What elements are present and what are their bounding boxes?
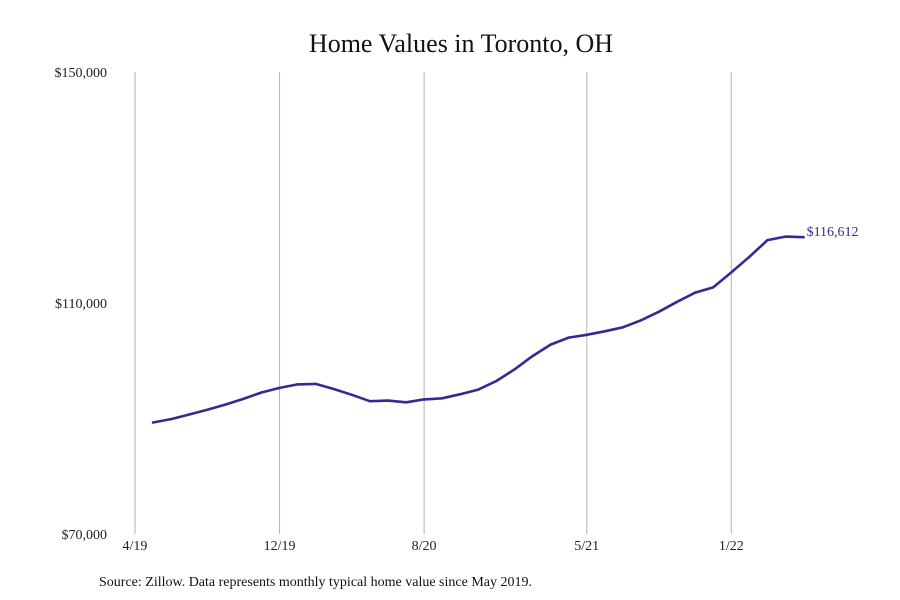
data-point	[639, 319, 643, 322]
x-tick-label: 4/19	[123, 539, 148, 554]
data-point	[621, 326, 625, 329]
data-point	[495, 379, 498, 383]
data-point	[748, 255, 751, 258]
data-point	[188, 413, 191, 416]
x-tick-label: 5/21	[574, 539, 599, 554]
data-point	[603, 330, 606, 333]
data-point	[422, 398, 426, 401]
y-axis-tick-labels: $150,000 $110,000 $70,000	[55, 66, 108, 543]
data-point	[332, 387, 335, 391]
data-point	[802, 236, 805, 239]
series-layer: $116,612	[151, 225, 859, 424]
data-point	[531, 354, 534, 358]
series-line-0	[151, 235, 805, 424]
data-point	[386, 399, 390, 402]
data-point	[784, 235, 787, 238]
data-point	[730, 271, 733, 274]
data-point	[657, 310, 661, 313]
data-point	[224, 403, 227, 406]
x-tick-label: 12/19	[264, 539, 296, 554]
data-point	[675, 300, 679, 303]
data-point	[459, 393, 462, 396]
data-point	[278, 386, 281, 390]
data-point	[151, 421, 155, 424]
chart-title: Home Values in Toronto, OH	[309, 29, 613, 58]
data-point	[712, 286, 715, 289]
vertical-grid-lines	[134, 72, 732, 534]
data-point	[567, 336, 570, 339]
x-tick-label: 1/22	[719, 539, 744, 554]
data-point	[404, 401, 408, 404]
x-tick-label: 8/20	[412, 539, 437, 554]
data-point	[477, 388, 480, 391]
end-value-label: $116,612	[807, 225, 859, 240]
data-point	[169, 417, 173, 421]
data-point	[441, 397, 444, 400]
data-point	[766, 238, 769, 242]
data-point	[206, 408, 209, 411]
y-tick-label: $150,000	[55, 66, 108, 81]
y-tick-label: $110,000	[55, 297, 107, 312]
data-point	[242, 397, 245, 401]
x-axis-tick-labels: 4/19 12/19 8/20 5/21 1/22	[123, 539, 744, 554]
data-point	[350, 393, 353, 396]
data-point	[314, 382, 317, 386]
data-point	[368, 400, 372, 403]
data-point	[513, 368, 516, 371]
y-tick-label: $70,000	[62, 528, 108, 543]
source-note: Source: Zillow. Data represents monthly …	[99, 575, 532, 590]
data-point	[260, 391, 263, 394]
data-point	[296, 383, 299, 386]
data-point	[549, 343, 552, 346]
data-point	[694, 291, 697, 294]
data-point	[585, 333, 588, 336]
